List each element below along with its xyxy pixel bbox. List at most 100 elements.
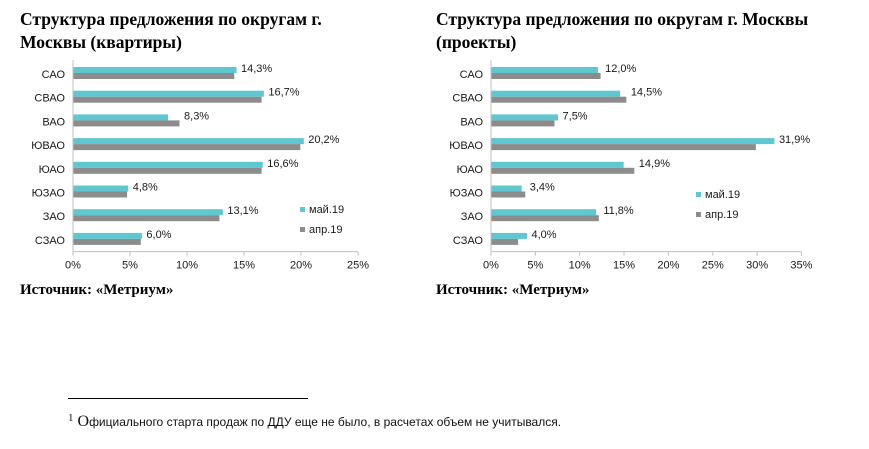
bar-may (73, 90, 264, 97)
data-label: 6,0% (146, 229, 171, 241)
data-label: 14,9% (639, 158, 670, 170)
bar-apr (491, 73, 601, 79)
data-label: 7,5% (563, 110, 588, 122)
legend-swatch-may (300, 207, 305, 212)
legend-swatch-apr (300, 227, 305, 232)
x-tick-label: 10% (569, 260, 591, 272)
bar-may (491, 185, 522, 192)
bar-chart-apartments: 0% 5% 10% 15% 20% 25% САО 14,3% СВАО 16,7% ВАО 8,3%… (31, 60, 369, 272)
bar-may (73, 185, 129, 192)
x-tick-label: 5% (527, 260, 543, 272)
bar-may (73, 161, 263, 168)
category-label: СВАО (34, 93, 65, 105)
bar-may (491, 209, 597, 216)
source-note: Источник: «Метриум» (436, 282, 590, 298)
category-label: ЮВАО (31, 140, 65, 152)
bar-apr (491, 238, 519, 245)
data-label: 14,5% (631, 87, 662, 99)
chart-title-line-2: Москвы (квартиры) (20, 32, 182, 52)
footnote-divider (68, 398, 308, 399)
chart-title-line-1: Структура предложения по округам г. (20, 9, 322, 29)
chart-title-line-1: Структура предложения по округам г. Моск… (436, 9, 809, 29)
source-note: Источник: «Метриум» (20, 282, 174, 298)
x-tick-label: 15% (613, 260, 635, 272)
bar-may (491, 90, 621, 97)
bar-apr (73, 167, 262, 174)
legend-label-may: май.19 (309, 204, 344, 216)
legend-swatch-may (696, 192, 701, 197)
bar-apr (73, 144, 301, 151)
data-label: 14,3% (241, 63, 272, 75)
bar-may (73, 209, 223, 216)
category-label: СЗАО (35, 235, 66, 247)
chart-title-line-2: (проекты) (436, 32, 517, 52)
data-label: 4,8% (133, 182, 158, 194)
data-label: 31,9% (779, 134, 810, 146)
bar-may (73, 67, 237, 73)
category-label: ЗАО (461, 211, 484, 223)
x-tick-label: 20% (657, 260, 679, 272)
bar-apr (491, 191, 526, 198)
x-tick-label: 25% (347, 260, 369, 272)
bar-may (73, 232, 142, 239)
bar-apr (73, 120, 180, 127)
category-label: САО (42, 69, 66, 81)
x-tick-label: 0% (65, 260, 81, 272)
x-tick-label: 25% (702, 260, 724, 272)
bar-apr (73, 191, 128, 198)
category-label: СЗАО (453, 235, 484, 247)
legend-swatch-apr (696, 212, 701, 217)
legend-label-may: май.19 (705, 189, 740, 201)
category-label: ЗАО (43, 211, 66, 223)
x-tick-label: 35% (790, 260, 812, 272)
data-label: 3,4% (530, 182, 555, 194)
bar-may (491, 114, 559, 121)
category-label: СВАО (452, 93, 483, 105)
x-tick-label: 5% (122, 260, 138, 272)
x-tick-label: 0% (483, 260, 499, 272)
bar-may (73, 138, 304, 145)
bar-apr (73, 215, 220, 222)
x-tick-label: 10% (176, 260, 198, 272)
bar-may (491, 161, 624, 168)
footnote-first-letter: О (77, 413, 90, 430)
data-label: 16,6% (267, 158, 298, 170)
legend-label-apr: апр.19 (705, 209, 738, 221)
data-label: 11,8% (603, 205, 634, 217)
data-label: 13,1% (227, 205, 258, 217)
bar-apr (491, 167, 635, 174)
x-tick-label: 20% (290, 260, 312, 272)
data-label: 8,3% (184, 110, 209, 122)
bar-apr (491, 96, 627, 103)
chart-title: Структура предложения по округам г. Моск… (20, 8, 322, 54)
chart-title: Структура предложения по округам г. Моск… (436, 8, 808, 54)
bar-apr (491, 215, 599, 222)
bar-apr (73, 238, 141, 245)
bar-may (491, 232, 527, 239)
category-label: ЮАО (457, 164, 484, 176)
category-label: САО (460, 69, 484, 81)
bar-apr (73, 96, 262, 103)
category-label: ЮВАО (449, 140, 483, 152)
category-label: ЮАО (39, 164, 66, 176)
footnote-marker: 1 (68, 412, 74, 424)
bar-apr (73, 73, 235, 79)
footnote: 1 Официального старта продаж по ДДУ еще н… (68, 412, 561, 431)
bar-may (73, 114, 169, 121)
x-tick-label: 30% (746, 260, 768, 272)
category-label: ВАО (42, 116, 65, 128)
data-label: 4,0% (531, 229, 556, 241)
bar-apr (491, 120, 555, 127)
bar-may (491, 67, 598, 73)
footnote-text: фициального старта продаж по ДДУ еще не … (89, 415, 562, 429)
data-label: 12,0% (605, 63, 636, 75)
category-label: ЮЗАО (450, 188, 484, 200)
category-label: ЮЗАО (32, 188, 66, 200)
data-label: 16,7% (268, 87, 299, 99)
bar-chart-projects: 0% 5% 10% 15% 20% 25% 30% 35% САО 12,0% СВАО 14,5% В… (449, 60, 813, 272)
bar-apr (491, 144, 756, 151)
category-label: ВАО (460, 116, 483, 128)
bar-may (491, 138, 775, 145)
legend-label-apr: апр.19 (309, 224, 342, 236)
data-label: 20,2% (308, 134, 339, 146)
